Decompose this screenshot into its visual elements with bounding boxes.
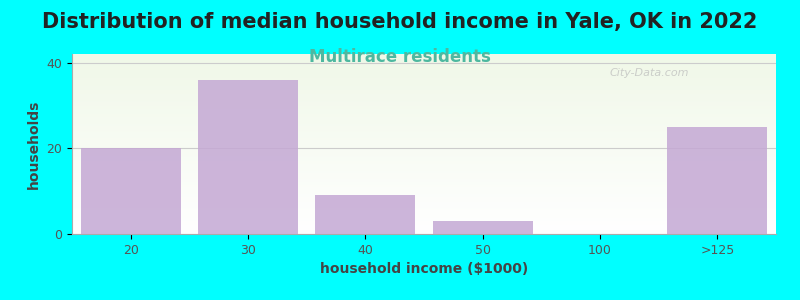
Bar — [667, 127, 767, 234]
Bar — [81, 148, 181, 234]
Y-axis label: households: households — [27, 99, 41, 189]
Text: Distribution of median household income in Yale, OK in 2022: Distribution of median household income … — [42, 12, 758, 32]
Bar — [433, 221, 533, 234]
Bar — [315, 195, 415, 234]
Text: Multirace residents: Multirace residents — [309, 48, 491, 66]
X-axis label: household income ($1000): household income ($1000) — [320, 262, 528, 276]
Text: City-Data.com: City-Data.com — [610, 68, 689, 78]
Bar — [198, 80, 298, 234]
